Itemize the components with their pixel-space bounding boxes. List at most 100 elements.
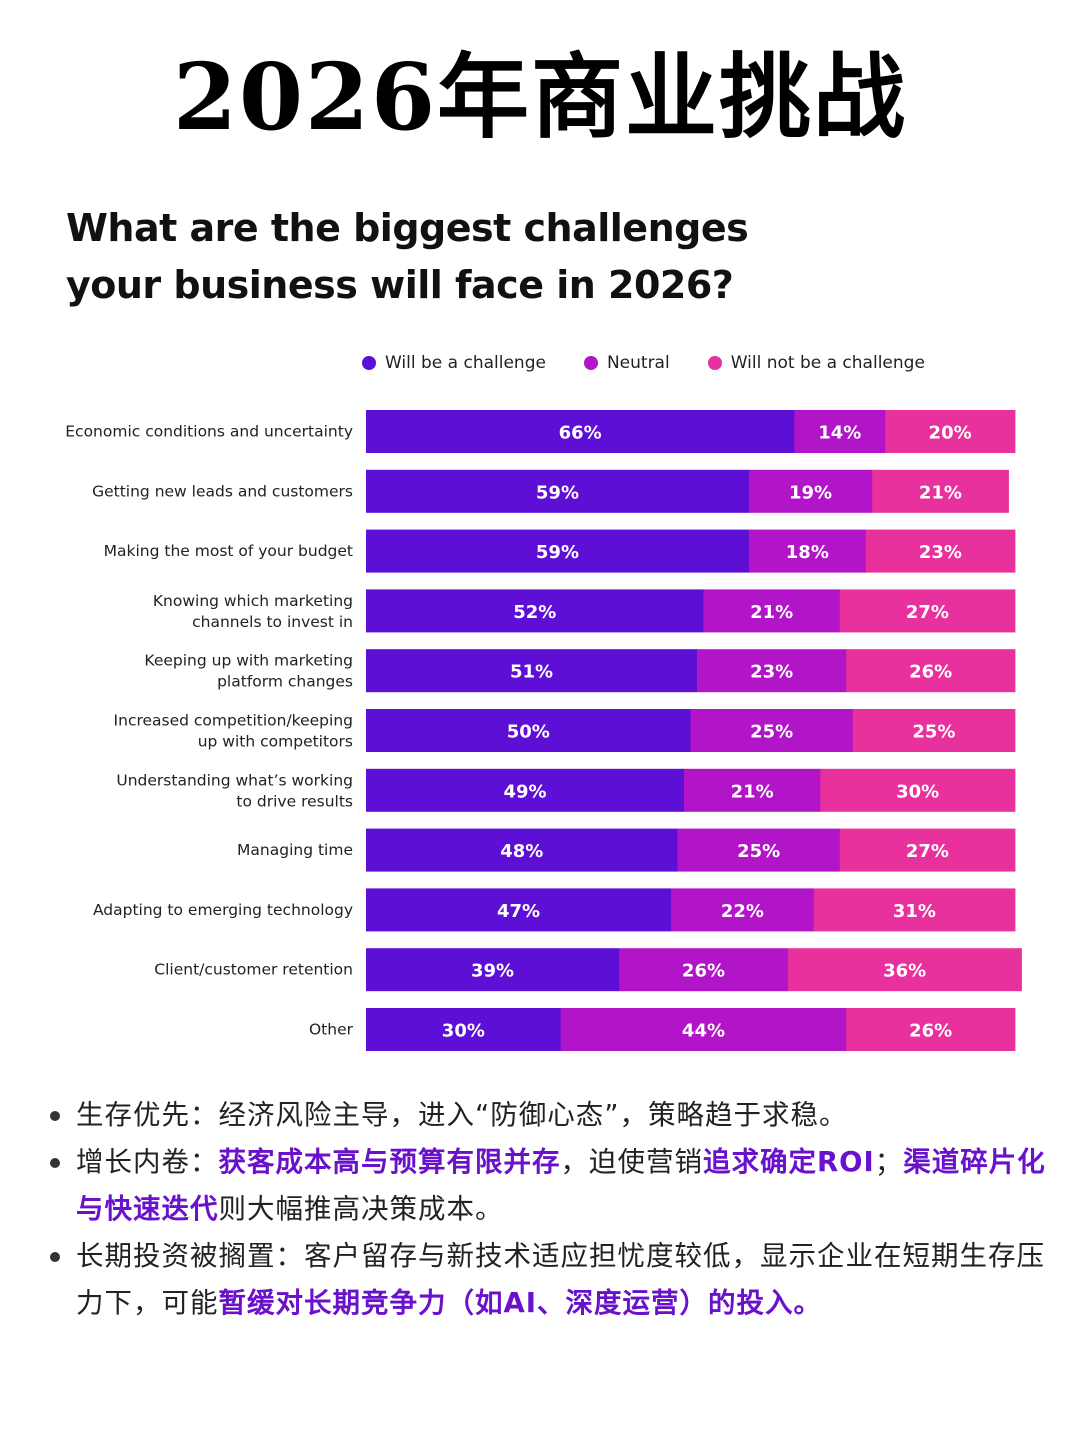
value-label-neutral-getting-new-leads-and-customers: 19% [789,482,832,503]
bullet-item: 生存优先：经济风险主导，进入“防御心态”，策略趋于求稳。 [46,1092,1046,1139]
value-label-will-be-a-challenge-knowing-which-marketing-channels-to-invest-in: 52% [513,602,556,623]
bullet-text: 生存优先：经济风险主导，进入“防御心态”，策略趋于求稳。 [76,1099,848,1131]
bar-will-not-be-a-challenge-economic-conditions-and-uncertainty [885,410,1016,453]
category-label-increased-competition-keeping-up-with-competitors: Increased competition/keeping up with com… [114,712,353,751]
value-label-will-be-a-challenge-adapting-to-emerging-technology: 47% [497,901,540,922]
value-label-neutral-client-customer-retention: 26% [682,961,725,982]
page-title: 2026年商业挑战 [172,43,908,151]
bar-will-not-be-a-challenge-getting-new-leads-and-customers [872,469,1009,513]
value-label-neutral-understanding-what-s-working-to-drive-results: 21% [731,781,774,802]
value-label-will-be-a-challenge-understanding-what-s-working-to-drive-results: 49% [503,781,546,802]
value-label-will-be-a-challenge-client-customer-retention: 39% [471,961,514,982]
bullet-highlight: 获客成本高与预算有限并存 [218,1146,561,1178]
bullet-dot-icon [50,1111,60,1121]
category-label-line: platform changes [217,673,353,691]
bullet-item: 增长内卷：获客成本高与预算有限并存，迫使营销追求确定ROI；渠道碎片化与快速迭代… [46,1139,1046,1233]
value-label-neutral-knowing-which-marketing-channels-to-invest-in: 21% [750,602,793,623]
legend-dot-challenge [362,356,376,370]
bullet-item: 长期投资被搁置：客户留存与新技术适应担忧度较低，显示企业在短期生存压力下，可能暂… [46,1233,1046,1327]
bullet-text: 则大幅推高决策成本。 [218,1193,504,1225]
bar-will-not-be-a-challenge-client-customer-retention [787,948,1022,992]
legend-label-challenge: Will be a challenge [385,353,546,373]
bar-will-not-be-a-challenge-other [846,1008,1016,1051]
value-label-will-not-be-a-challenge-economic-conditions-and-uncertainty: 20% [929,423,972,444]
category-label-getting-new-leads-and-customers: Getting new leads and customers [92,482,353,500]
value-label-will-be-a-challenge-keeping-up-with-marketing-platform-changes: 51% [510,662,553,683]
category-label-line: Understanding what’s working [116,771,353,789]
value-label-will-not-be-a-challenge-keeping-up-with-marketing-platform-changes: 26% [909,662,952,683]
category-label-client-customer-retention: Client/customer retention [154,961,353,979]
category-label-managing-time: Managing time [237,841,353,859]
category-label-other: Other [309,1021,354,1039]
legend-item-neutral: Neutral [583,353,670,373]
category-label-line: channels to invest in [192,613,353,631]
bar-neutral-knowing-which-marketing-channels-to-invest-in [703,589,841,633]
bullet-text: 增长内卷： [76,1146,219,1178]
legend-item-challenge: Will be a challenge [362,353,546,373]
category-label-understanding-what-s-working-to-drive-results: Understanding what’s working to drive res… [116,771,353,810]
bar-neutral-managing-time [677,828,841,872]
bar-will-not-be-a-challenge-managing-time [839,828,1016,872]
bar-will-be-a-challenge-economic-conditions-and-uncertainty [366,410,795,453]
chart-title: What are the biggest challenges your bus… [66,200,749,314]
value-label-will-not-be-a-challenge-other: 26% [909,1021,952,1042]
bullet-highlight: 渠道碎片化与快速迭代 [76,1146,1046,1225]
chart-legend: Will be a challenge Neutral Will not be … [362,350,925,376]
bar-neutral-other [560,1008,847,1051]
category-label-line: Keeping up with marketing [144,652,353,670]
bar-will-be-a-challenge-increased-competition-keeping-up-with-competitors [366,709,691,752]
category-label-adapting-to-emerging-technology: Adapting to emerging technology [93,901,353,919]
category-label-line: up with competitors [198,733,353,751]
legend-label-neutral: Neutral [606,353,670,373]
bar-will-not-be-a-challenge-understanding-what-s-working-to-drive-results [820,768,1016,812]
bar-neutral-economic-conditions-and-uncertainty [794,410,886,453]
value-label-neutral-increased-competition-keeping-up-with-competitors: 25% [750,722,793,743]
stacked-bar-chart: Economic conditions and uncertainty 66% 14… [65,410,1022,1051]
bar-neutral-client-customer-retention [619,948,789,992]
value-label-will-not-be-a-challenge-client-customer-retention: 36% [883,961,926,982]
bullet-text: 长期投资被搁置：客户留存与新技术适应担忧度较低，显示企业在短期生存压力下，可能 [76,1240,1045,1319]
bar-will-be-a-challenge-getting-new-leads-and-customers [366,469,750,513]
bar-will-be-a-challenge-knowing-which-marketing-channels-to-invest-in [366,589,704,633]
value-label-will-be-a-challenge-other: 30% [442,1021,485,1042]
value-label-neutral-economic-conditions-and-uncertainty: 14% [818,423,861,444]
value-label-neutral-managing-time: 25% [737,841,780,862]
bar-neutral-increased-competition-keeping-up-with-competitors [690,709,854,752]
value-label-will-be-a-challenge-managing-time: 48% [500,841,543,862]
bar-will-be-a-challenge-understanding-what-s-working-to-drive-results [366,768,685,812]
chart-title-line-1: What are the biggest challenges [66,206,749,250]
bullet-text: ； [874,1146,904,1178]
value-label-will-not-be-a-challenge-adapting-to-emerging-technology: 31% [893,901,936,922]
bar-neutral-adapting-to-emerging-technology [671,888,815,932]
legend-dot-not-challenge [707,356,722,370]
bar-neutral-keeping-up-with-marketing-platform-changes [696,649,847,693]
chart-title-line-2: your business will face in 2026? [66,263,734,307]
bar-neutral-getting-new-leads-and-customers [748,469,873,513]
category-label-economic-conditions-and-uncertainty: Economic conditions and uncertainty [65,423,353,441]
value-label-neutral-making-the-most-of-your-budget: 18% [786,542,829,563]
value-label-will-be-a-challenge-getting-new-leads-and-customers: 59% [536,482,579,503]
value-label-will-not-be-a-challenge-managing-time: 27% [906,841,949,862]
value-label-neutral-keeping-up-with-marketing-platform-changes: 23% [750,662,793,683]
legend-label-not-challenge: Will not be a challenge [730,353,925,373]
category-label-line: Knowing which marketing [153,592,353,610]
category-label-line: to drive results [236,792,353,810]
bullet-dot-icon [50,1252,60,1262]
bar-will-not-be-a-challenge-knowing-which-marketing-channels-to-invest-in [839,589,1016,633]
category-label-making-the-most-of-your-budget: Making the most of your budget [104,542,353,560]
bar-will-not-be-a-challenge-increased-competition-keeping-up-with-competitors [852,709,1016,752]
value-label-will-be-a-challenge-making-the-most-of-your-budget: 59% [536,542,579,563]
bar-will-be-a-challenge-adapting-to-emerging-technology [366,888,672,932]
value-label-will-not-be-a-challenge-making-the-most-of-your-budget: 23% [919,542,962,563]
value-label-neutral-other: 44% [682,1021,725,1042]
bullet-dot-icon [50,1158,60,1168]
value-label-will-not-be-a-challenge-increased-competition-keeping-up-with-competitors: 25% [912,722,955,743]
bullet-text: ，迫使营销 [560,1146,703,1178]
value-label-will-not-be-a-challenge-getting-new-leads-and-customers: 21% [919,482,962,503]
bar-will-be-a-challenge-client-customer-retention [366,948,620,992]
bar-neutral-making-the-most-of-your-budget [748,529,867,573]
bar-will-not-be-a-challenge-adapting-to-emerging-technology [813,888,1016,932]
legend-item-not-challenge: Will not be a challenge [707,353,925,373]
category-label-keeping-up-with-marketing-platform-changes: Keeping up with marketing platform change… [144,652,353,691]
bar-will-be-a-challenge-making-the-most-of-your-budget [366,529,750,573]
